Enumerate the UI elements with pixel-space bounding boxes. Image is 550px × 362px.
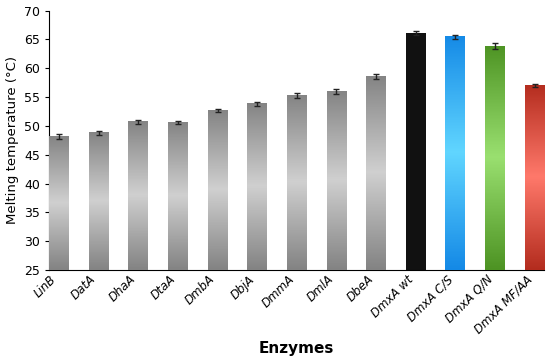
X-axis label: Enzymes: Enzymes [259, 341, 334, 357]
Bar [406, 33, 426, 270]
Bar [525, 85, 544, 270]
Bar [287, 95, 307, 270]
Bar [128, 122, 148, 270]
Y-axis label: Melting temperature (°C): Melting temperature (°C) [6, 56, 19, 224]
Bar [327, 91, 346, 270]
Bar [168, 122, 188, 270]
Bar [366, 76, 386, 270]
Bar [248, 104, 267, 270]
Bar [446, 37, 465, 270]
Bar [485, 46, 505, 270]
Bar [49, 136, 69, 270]
Bar [208, 110, 228, 270]
Bar [89, 133, 108, 270]
